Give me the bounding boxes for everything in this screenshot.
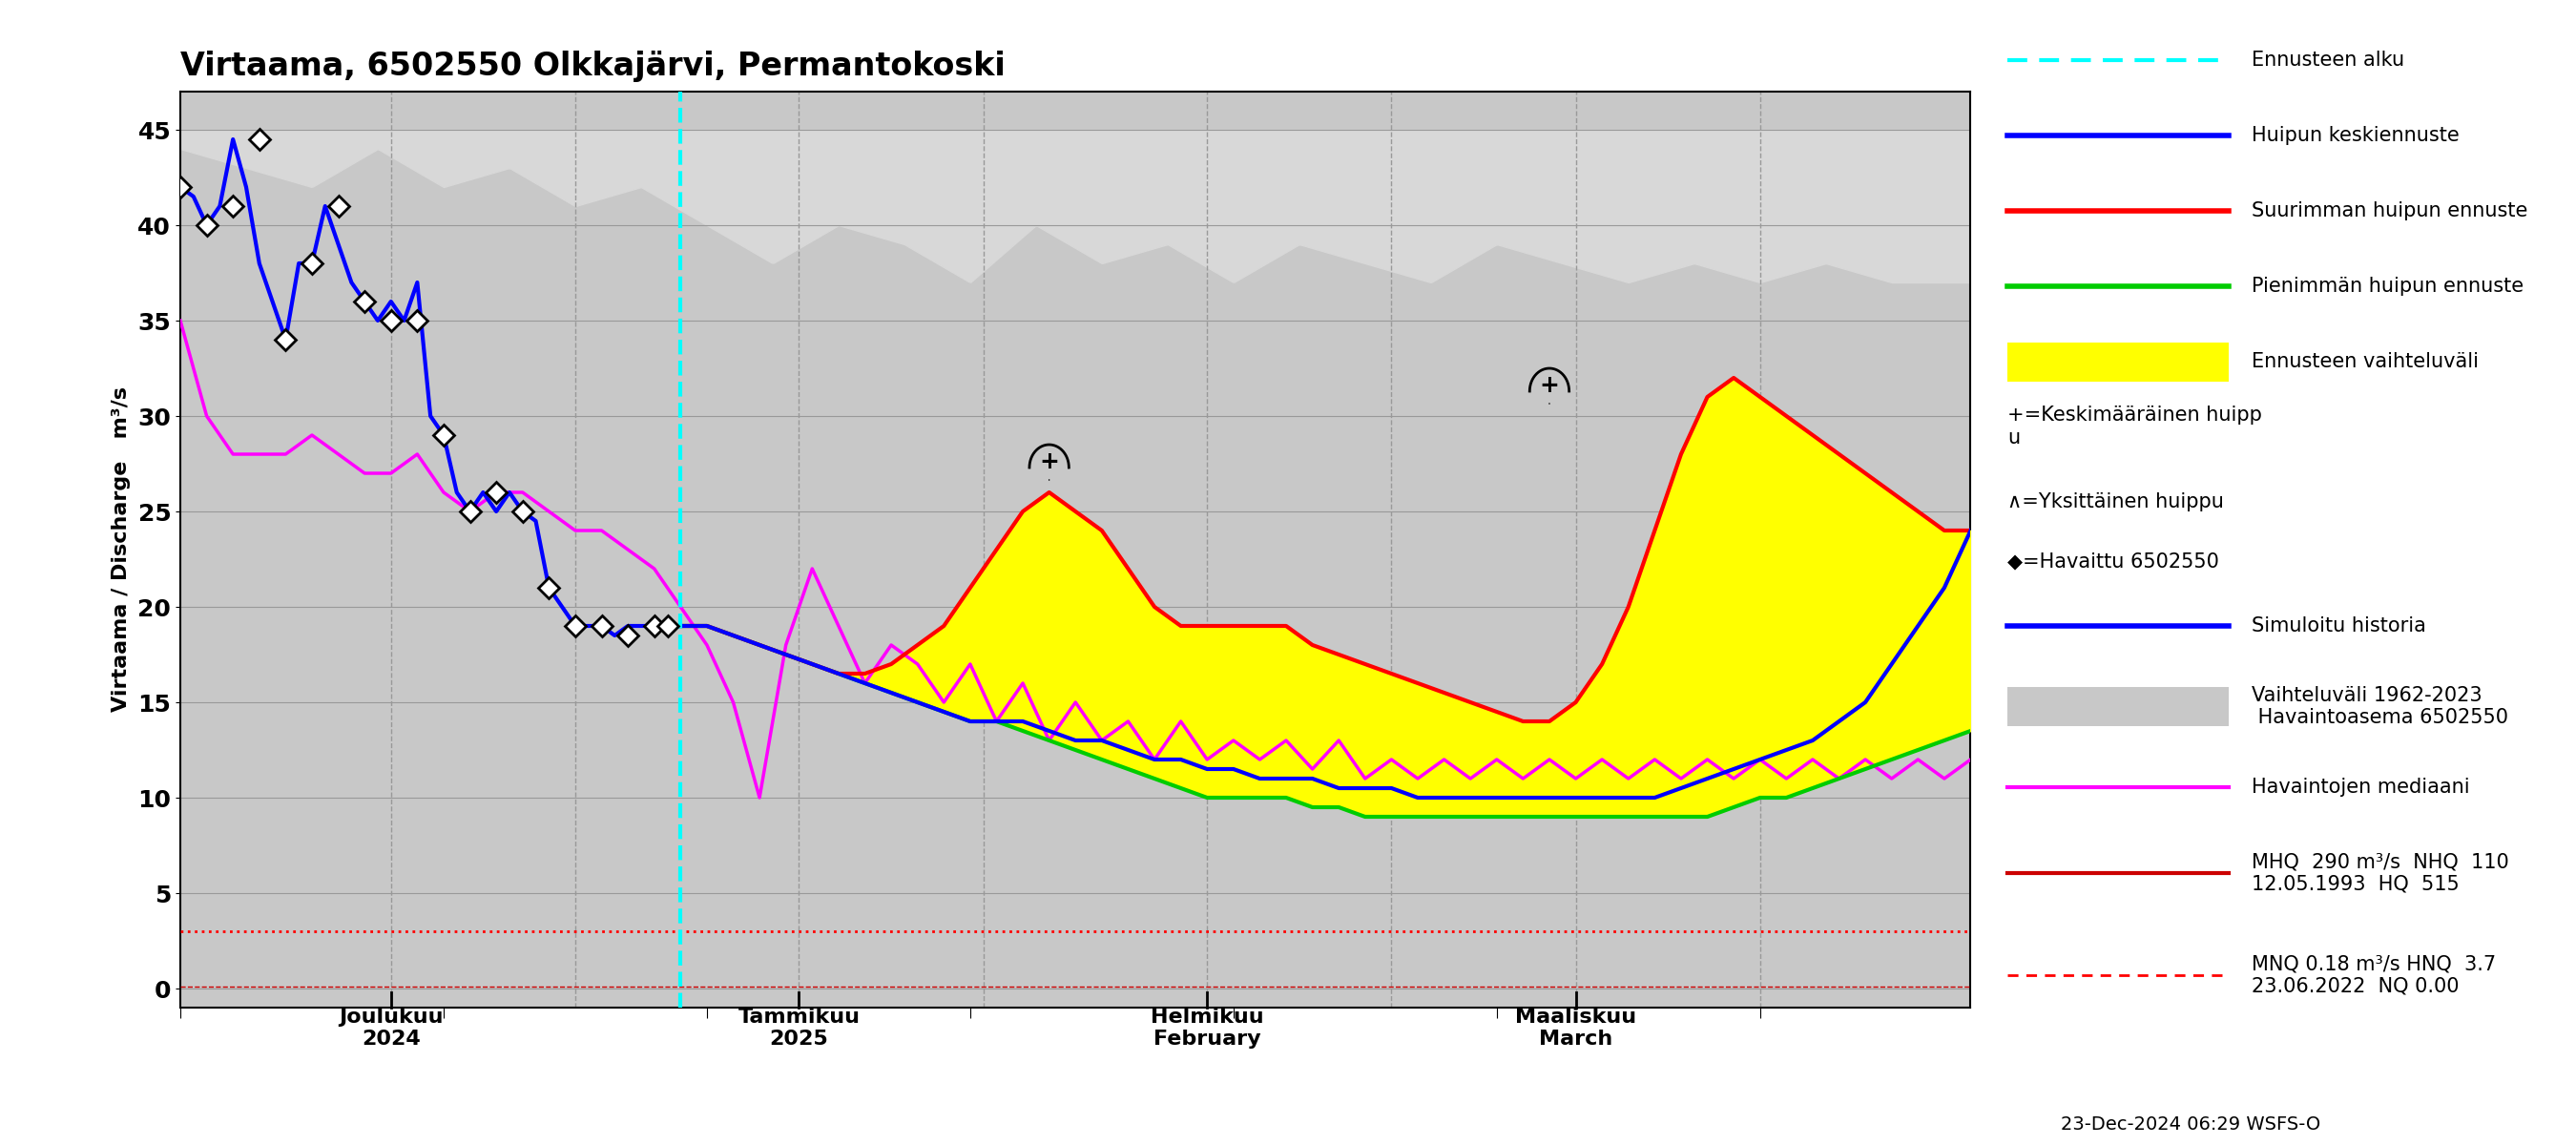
Text: Ennusteen vaihteluväli: Ennusteen vaihteluväli bbox=[2251, 353, 2478, 371]
Text: MHQ  290 m³/s  NHQ  110
12.05.1993  HQ  515: MHQ 290 m³/s NHQ 110 12.05.1993 HQ 515 bbox=[2251, 853, 2509, 894]
Text: +: + bbox=[1540, 374, 1558, 397]
Text: Pienimmän huipun ennuste: Pienimmän huipun ennuste bbox=[2251, 277, 2524, 297]
Text: +=Keskimääräinen huipp
u: +=Keskimääräinen huipp u bbox=[2007, 405, 2262, 447]
Text: Simuloitu historia: Simuloitu historia bbox=[2251, 616, 2427, 635]
Text: ∧=Yksittäinen huippu: ∧=Yksittäinen huippu bbox=[2007, 492, 2223, 512]
Text: Tammikuu
2025: Tammikuu 2025 bbox=[737, 1008, 860, 1049]
Y-axis label: Virtaama / Discharge   m³/s: Virtaama / Discharge m³/s bbox=[111, 387, 131, 712]
Bar bbox=[2007, 687, 2228, 726]
Text: Virtaama, 6502550 Olkkajärvi, Permantokoski: Virtaama, 6502550 Olkkajärvi, Permantoko… bbox=[180, 50, 1005, 82]
Text: Maaliskuu
March: Maaliskuu March bbox=[1515, 1008, 1636, 1049]
Text: ◆=Havaittu 6502550: ◆=Havaittu 6502550 bbox=[2007, 552, 2218, 570]
Text: 23-Dec-2024 06:29 WSFS-O: 23-Dec-2024 06:29 WSFS-O bbox=[2061, 1115, 2321, 1134]
Text: Helmikuu
February: Helmikuu February bbox=[1151, 1008, 1265, 1049]
Text: Joulukuu
2024: Joulukuu 2024 bbox=[337, 1008, 443, 1049]
Text: Suurimman huipun ennuste: Suurimman huipun ennuste bbox=[2251, 202, 2527, 221]
Bar bbox=[2007, 342, 2228, 381]
Text: MNQ 0.18 m³/s HNQ  3.7
23.06.2022  NQ 0.00: MNQ 0.18 m³/s HNQ 3.7 23.06.2022 NQ 0.00 bbox=[2251, 955, 2496, 996]
Text: Ennusteen alku: Ennusteen alku bbox=[2251, 52, 2403, 70]
Text: +: + bbox=[1038, 450, 1059, 473]
Text: Vaihteluväli 1962-2023
 Havaintoasema 6502550: Vaihteluväli 1962-2023 Havaintoasema 650… bbox=[2251, 686, 2509, 727]
Text: Havaintojen mediaani: Havaintojen mediaani bbox=[2251, 777, 2470, 797]
Text: Huipun keskiennuste: Huipun keskiennuste bbox=[2251, 126, 2460, 145]
